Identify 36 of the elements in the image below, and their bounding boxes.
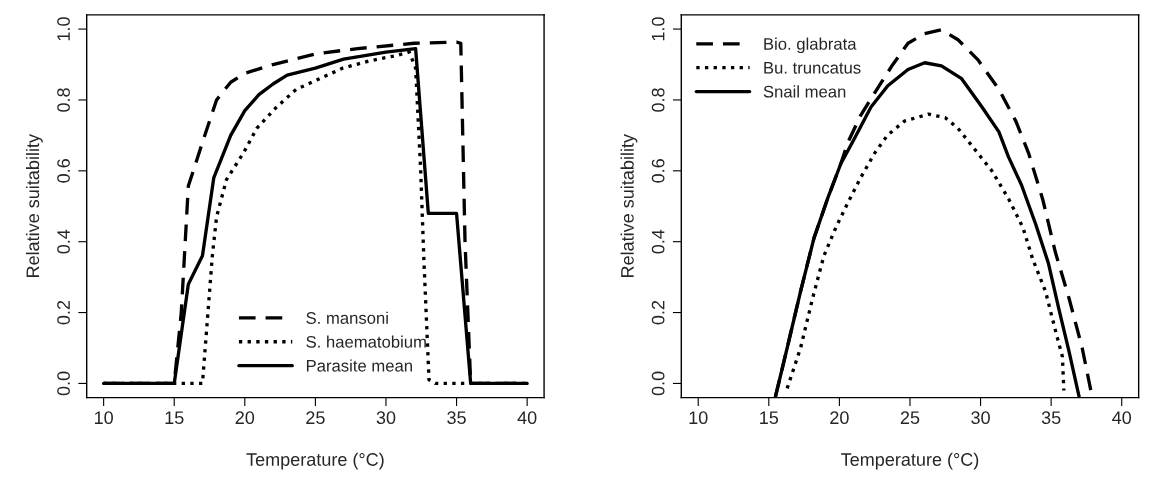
y-tick-label: 0.0 — [57, 371, 70, 396]
x-tick-label: 35 — [1041, 411, 1061, 425]
y-tick-label: 1.0 — [57, 17, 70, 41]
y-tick-label: 0.6 — [57, 159, 70, 183]
legend-label: Parasite mean — [306, 359, 412, 372]
legend-label: S. haematobium — [306, 335, 426, 348]
y-tick-label: 0.2 — [651, 300, 665, 325]
y-tick-label: 0.6 — [651, 159, 665, 183]
y-tick-label: 1.0 — [651, 17, 665, 41]
y-axis-title: Relative suitability — [25, 134, 43, 278]
x-tick-label: 25 — [900, 411, 920, 425]
legend-label: Snail mean — [763, 85, 846, 98]
y-tick-label: 0.2 — [57, 300, 70, 325]
x-tick-label: 30 — [376, 411, 396, 425]
x-tick-label: 40 — [517, 411, 537, 425]
x-tick-label: 20 — [235, 411, 255, 425]
y-tick-label: 0.8 — [57, 88, 70, 112]
x-tick-label: 30 — [971, 411, 990, 425]
y-tick-label: 0.4 — [57, 229, 70, 254]
x-tick-label: 20 — [830, 411, 849, 425]
x-tick-label: 15 — [165, 411, 184, 425]
x-tick-label: 15 — [760, 411, 779, 425]
y-tick-label: 0.8 — [651, 88, 665, 112]
x-tick-label: 35 — [447, 411, 466, 425]
x-axis-title: Temperature (°C) — [246, 452, 384, 470]
x-tick-label: 10 — [689, 411, 708, 425]
x-tick-label: 25 — [306, 411, 325, 425]
y-tick-label: 0.0 — [651, 371, 665, 396]
y-tick-label: 0.4 — [651, 229, 665, 254]
y-axis-title: Relative suitability — [620, 134, 638, 278]
x-tick-label: 10 — [94, 411, 113, 425]
x-tick-label: 40 — [1112, 411, 1132, 425]
legend-label: Bio. glabrata — [764, 37, 857, 54]
legend-label: Bu. truncatus — [764, 62, 861, 74]
legend-label: S. mansoni — [306, 311, 388, 324]
x-axis-title: Temperature (°C) — [841, 452, 979, 470]
